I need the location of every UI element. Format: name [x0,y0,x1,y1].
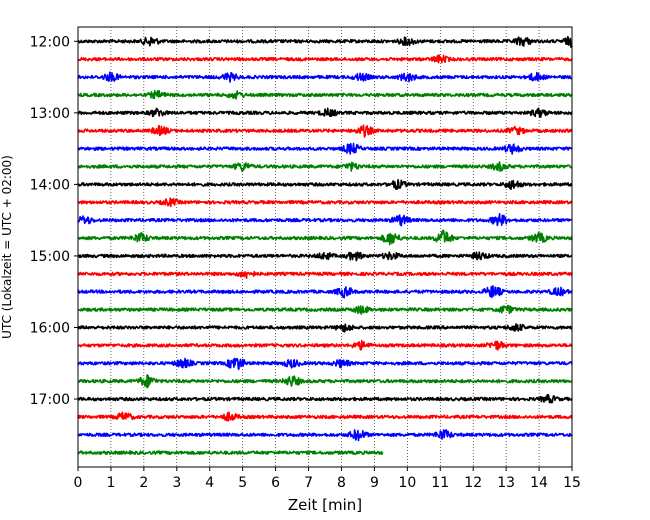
y-tick-label: 17:00 [30,392,70,408]
trace-line [77,142,573,155]
x-tick-label: 13 [497,475,515,491]
x-tick-label: 8 [337,475,346,491]
y-tick-label: 16:00 [30,320,70,336]
trace-line [77,304,573,315]
x-axis-ticks: 0 1 2 3 4 5 6 7 8 9 10 11 12 13 14 15 [74,467,581,491]
y-tick-label: 14:00 [30,177,70,193]
x-tick-label: 3 [172,475,181,491]
x-tick-label: 14 [530,475,548,491]
x-tick-label: 11 [431,475,449,491]
trace-line [77,197,573,208]
x-tick-label: 9 [370,475,379,491]
trace-line [77,229,573,246]
y-axis-ticks: 12:00 13:00 14:00 15:00 16:00 17:00 [30,34,78,408]
trace-line [77,270,573,280]
x-tick-label: 5 [238,475,247,491]
trace-line [77,90,573,100]
grid-lines [110,27,540,467]
y-tick-label: 13:00 [30,106,70,122]
trace-line [77,357,573,371]
plot-area-frame [77,26,573,468]
trace-line [77,54,573,64]
x-tick-label: 6 [271,475,280,491]
x-axis-label: Zeit [min] [288,496,362,514]
trace-line [77,107,573,118]
x-tick-label: 4 [205,475,214,491]
x-tick-label: 15 [563,475,581,491]
trace-line [77,323,573,333]
trace-line [77,178,573,190]
trace-line [77,213,573,227]
trace-line [77,429,573,442]
y-tick-label: 15:00 [30,249,70,265]
trace-line [77,411,573,422]
x-tick-label: 10 [398,475,416,491]
trace-line [77,36,573,48]
x-tick-label: 12 [464,475,482,491]
trace-line [77,450,384,455]
x-tick-label: 1 [106,475,115,491]
trace-line [77,124,573,138]
trace-line [77,161,573,173]
trace-line [77,285,573,299]
trace-line [77,394,573,404]
y-axis-label: UTC (Lokalzeit = UTC + 02:00) [0,155,14,339]
trace-line [77,373,573,389]
y-tick-label: 12:00 [30,34,70,50]
x-tick-label: 2 [139,475,148,491]
trace-series [77,36,573,455]
x-tick-label: 0 [74,475,83,491]
x-tick-label: 7 [304,475,313,491]
trace-line [77,339,573,351]
trace-line [77,251,573,262]
trace-line [77,71,573,83]
